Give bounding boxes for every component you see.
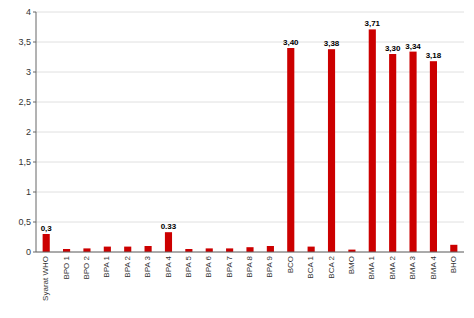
grid-line — [36, 42, 464, 43]
grid-line — [36, 12, 464, 13]
y-tick-label: 2 — [26, 127, 31, 137]
bar — [124, 247, 131, 252]
x-tick-label: BPA 2 — [123, 255, 132, 277]
x-tick-label: BMO — [347, 256, 356, 274]
x-tick-label: BPA 9 — [265, 255, 274, 277]
grid-line — [36, 162, 464, 163]
x-axis-line — [36, 252, 464, 253]
x-tick-label: BPA 6 — [204, 255, 213, 277]
x-tick-label: BPO 1 — [62, 255, 71, 279]
bar — [226, 248, 233, 252]
x-tick-label: BPA 3 — [143, 255, 152, 277]
x-tick-label: BHO — [449, 256, 458, 273]
bar — [206, 248, 213, 252]
y-axis-line — [36, 12, 37, 252]
x-tick-label: BMA 1 — [367, 255, 376, 279]
data-label: 0.33 — [161, 222, 177, 231]
x-tick-label: BPA 4 — [164, 255, 173, 277]
x-tick-label: BPA 1 — [102, 255, 111, 277]
bar — [165, 232, 172, 252]
x-tick-label: BPA 7 — [225, 255, 234, 277]
y-tick-label: 3,5 — [18, 37, 31, 47]
x-tick-label: BPO 2 — [82, 255, 91, 279]
grid-line — [36, 192, 464, 193]
y-tick-label: 0,5 — [18, 217, 31, 227]
x-tick-label: BMA 4 — [429, 255, 438, 279]
grid-line — [36, 102, 464, 103]
grid-line — [36, 132, 464, 133]
data-label: 3,30 — [385, 44, 401, 53]
bar — [328, 49, 335, 252]
y-tick-label: 1 — [26, 187, 31, 197]
bar — [43, 234, 50, 252]
y-tick-label: 4 — [26, 7, 31, 17]
grid-line — [36, 222, 464, 223]
y-tick-label: 1,5 — [18, 157, 31, 167]
bar — [104, 247, 111, 252]
y-tick-label: 0 — [26, 247, 31, 257]
x-tick-label: BPA 5 — [184, 255, 193, 277]
bar — [145, 246, 152, 252]
bar — [287, 48, 294, 252]
data-label: 3,34 — [405, 42, 421, 51]
data-label: 0,3 — [41, 224, 53, 233]
x-tick-label: Syarat WHO — [41, 256, 50, 301]
x-tick-label: BCA 2 — [327, 255, 336, 278]
x-axis: Syarat WHO BPO 1 BPO 2 BPA 1 BPA 2 BPA 3 BPA 4… — [41, 255, 458, 300]
bar — [450, 245, 457, 252]
bar — [246, 247, 253, 252]
grid — [36, 12, 464, 252]
x-tick-label: BMA 2 — [388, 255, 397, 279]
x-tick-label: BCO — [286, 256, 295, 273]
bar — [308, 247, 315, 252]
grid-line — [36, 72, 464, 73]
y-axis: 0 0,5 1 1,5 2 2,5 3 3,5 4 — [18, 7, 36, 257]
x-tick-label: BPA 8 — [245, 255, 254, 277]
bar — [389, 54, 396, 252]
y-tick-label: 3 — [26, 67, 31, 77]
x-tick-label: BMA 3 — [408, 255, 417, 279]
x-tick-label: BCA 1 — [306, 255, 315, 278]
chart: 0 0,5 1 1,5 2 2,5 3 3,5 4 Syarat WHO BPO 1 BPO 2 BPA… — [0, 0, 474, 318]
bar — [267, 246, 274, 252]
bar — [83, 248, 90, 252]
data-labels: 0,3 0.33 3,40 3,38 3,71 3,30 3,34 3,18 — [41, 19, 442, 233]
data-label: 3,38 — [324, 39, 340, 48]
bar — [369, 29, 376, 252]
data-label: 3,71 — [364, 19, 380, 28]
data-label: 3,18 — [426, 51, 442, 60]
bars — [43, 29, 458, 252]
y-tick-label: 2,5 — [18, 97, 31, 107]
bar — [430, 61, 437, 252]
grid-line — [36, 252, 464, 253]
bar — [409, 52, 416, 252]
data-label: 3,40 — [283, 38, 299, 47]
